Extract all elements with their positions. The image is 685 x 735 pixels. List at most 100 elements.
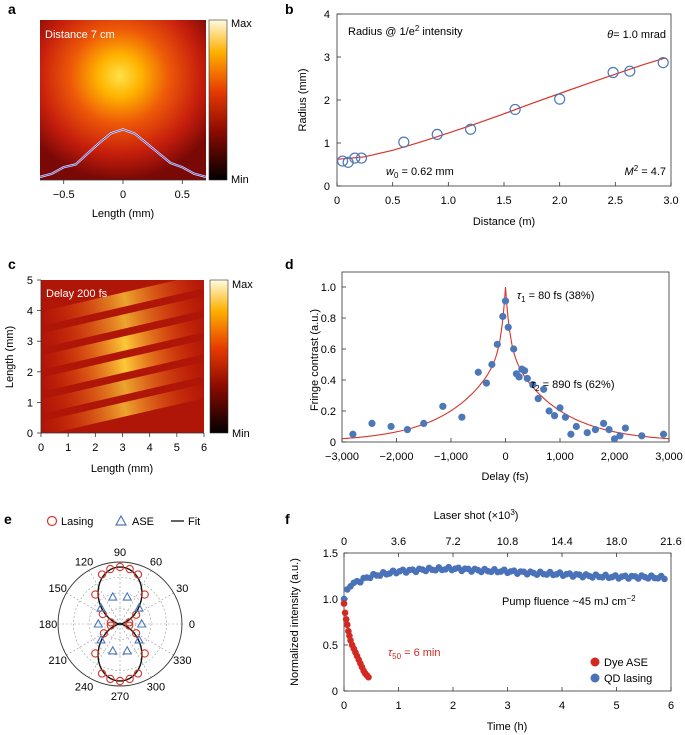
fit-line-b (336, 57, 666, 160)
panel-label-a: a (8, 1, 16, 17)
tau2-annotation: τ2 = 890 fs (62%) (531, 379, 614, 393)
data-point-d (488, 360, 496, 369)
polar-angle-label: 300 (147, 681, 165, 693)
lasing-point (125, 564, 134, 574)
y-tick-label-b: 0 (324, 181, 330, 193)
x-tick-label-d: −3,000 (325, 451, 359, 463)
lasing-point (106, 674, 115, 684)
data-point-d (659, 430, 668, 438)
lasing-point (106, 564, 115, 574)
lasing-point (91, 590, 100, 599)
plot-b: 0 0.5 1.0 1.5 2.0 2.5 3.0 0 1 2 3 4 (324, 9, 679, 207)
legend-qd-marker (590, 673, 600, 683)
data-point-d (349, 430, 357, 438)
lasing-point (140, 590, 149, 599)
lasing-point (140, 649, 149, 658)
data-point-d (515, 373, 523, 381)
y-tick-label-d: 0.4 (321, 375, 336, 387)
interference-image (41, 280, 204, 433)
data-point-d (493, 340, 501, 348)
x-label-f: Time (h) (487, 721, 528, 733)
legend-ase: ASE (132, 516, 154, 528)
y-tick-label-f: 1.0 (323, 594, 338, 606)
y-tick-label-f: 0 (332, 686, 338, 698)
x-tick-label-f: 5 (613, 700, 619, 712)
ase-point (122, 591, 133, 601)
lasing-point (91, 649, 100, 658)
polar-angle-label: 90 (114, 547, 126, 559)
x-tick-label-d: −2,000 (380, 451, 414, 463)
y-tick-label-d: 0.6 (321, 344, 336, 356)
x-tick-label-b: 2.0 (552, 195, 567, 207)
w0-annotation: w0 = 0.62 mm (386, 166, 454, 180)
y-tick-label-d: 0 (330, 437, 336, 449)
data-point-d (474, 368, 482, 376)
polar-angle-label: 240 (75, 681, 93, 693)
x-tick-label-f: 2 (450, 700, 456, 712)
data-point-b (355, 152, 368, 164)
data-point-d (420, 419, 428, 427)
qd-data-point (340, 595, 348, 603)
polar-plot: 0 30 60 90 120 150 180 210 240 270 300 330 (39, 547, 195, 703)
data-point-d (605, 426, 613, 434)
data-point-d (600, 419, 608, 427)
beam-annotation: Distance 7 cm (45, 29, 115, 41)
colorbar-c-min: Min (232, 428, 250, 440)
dye-data-point (365, 673, 372, 681)
y-tick-label-c: 5 (27, 275, 33, 287)
x-tick-label-c: 6 (201, 442, 207, 454)
y-label-f: Normalized intensity (a.u.) (289, 558, 301, 686)
colorbar-a-min: Min (231, 174, 249, 186)
y-tick-label-c: 4 (27, 306, 33, 318)
x-tick-label-c: 0 (38, 442, 44, 454)
x-tick-label-d: −1,000 (434, 451, 468, 463)
x-tick-label-c: 1 (65, 442, 71, 454)
data-point-d (482, 379, 491, 387)
legend-qd: QD lasing (604, 673, 652, 685)
lasing-point (98, 609, 107, 619)
x-tick-label-c: 2 (92, 442, 98, 454)
y-tick-label-b: 4 (324, 9, 330, 21)
lasing-point (97, 669, 107, 678)
x-tick-label-d: 2,000 (601, 451, 629, 463)
axes-c: 0 1 2 3 4 5 6 0 1 2 3 4 5 (27, 275, 207, 454)
x-tick-label-f: 1 (395, 700, 401, 712)
data-point-d (583, 429, 591, 437)
fringe-stripe (41, 384, 204, 433)
x-label-c: Length (mm) (91, 463, 153, 475)
x-tick-label-d: 0 (502, 451, 508, 463)
polar-angle-label: 120 (75, 557, 93, 569)
data-point-d (387, 422, 395, 431)
data-point-b (607, 66, 619, 79)
lasing-point (99, 629, 109, 638)
panel-d: d −3,000 −2,000 −1,000 0 1,000 2,000 3,000 0 0.2… (285, 256, 683, 483)
data-point-b (624, 65, 636, 77)
ase-point (107, 645, 118, 655)
legend-fit: Fit (188, 516, 200, 528)
legend-dye-marker (590, 657, 600, 667)
data-point-d (638, 432, 646, 440)
polar-angle-label: 0 (189, 619, 195, 631)
x-tick-label-c: 5 (174, 442, 180, 454)
x-axis-a: −0.5 0 0.5 (53, 180, 190, 201)
polar-angle-label: 150 (49, 583, 67, 595)
legend-lasing-marker (46, 515, 58, 527)
polar-angle-label: 180 (39, 619, 57, 631)
panel-label-e: e (4, 511, 12, 527)
tau50-annotation: τ50 = 6 min (388, 647, 440, 661)
data-point-d (540, 385, 548, 393)
y-label-c: Length (mm) (4, 326, 16, 388)
panel-label-c: c (8, 256, 16, 272)
m2-annotation: M2 = 4.7 (625, 164, 666, 178)
panel-label-f: f (285, 511, 290, 527)
fringe-stripe (41, 362, 204, 412)
polar-fit-curve (97, 566, 143, 682)
x-tick-label-c: 3 (119, 442, 125, 454)
colorbar-c-max: Max (232, 279, 253, 291)
data-point-b (465, 123, 477, 135)
panel-c: c Delay 200 fs Max Min 0 1 2 3 4 5 6 0 1 2 3 4 5 Len… (4, 256, 253, 475)
data-point-d (591, 426, 600, 434)
x-tick-label-a: −0.5 (53, 189, 75, 201)
data-point-d (368, 419, 376, 427)
polar-grid-ring (88, 592, 152, 656)
